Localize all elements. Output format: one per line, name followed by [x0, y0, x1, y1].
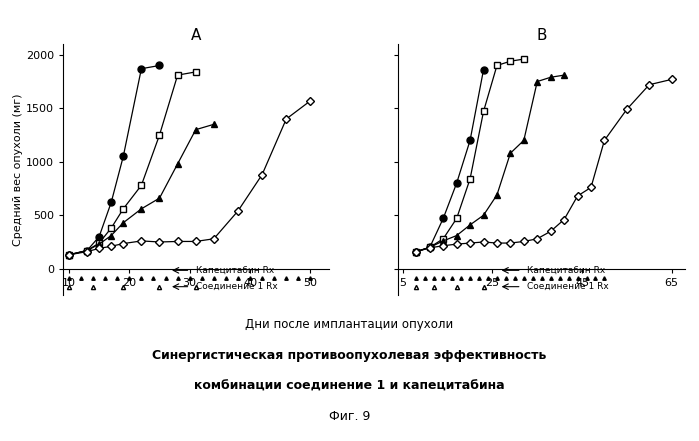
- Text: Соединение 1 Rx: Соединение 1 Rx: [527, 282, 609, 291]
- Text: Капецитабин Rx: Капецитабин Rx: [196, 266, 274, 275]
- Title: B: B: [536, 28, 547, 43]
- Text: Капецитабин Rx: Капецитабин Rx: [527, 266, 605, 275]
- Text: Соединение 1 Rx: Соединение 1 Rx: [196, 282, 278, 291]
- Text: Дни после имплантации опухоли: Дни после имплантации опухоли: [245, 318, 454, 331]
- Text: Фиг. 9: Фиг. 9: [329, 410, 370, 423]
- Title: A: A: [191, 28, 201, 43]
- Y-axis label: Средний вес опухоли (мг): Средний вес опухоли (мг): [13, 93, 23, 246]
- Text: Синергистическая противоопухолевая эффективность: Синергистическая противоопухолевая эффек…: [152, 348, 547, 362]
- Text: комбинации соединение 1 и капецитабина: комбинации соединение 1 и капецитабина: [194, 379, 505, 392]
